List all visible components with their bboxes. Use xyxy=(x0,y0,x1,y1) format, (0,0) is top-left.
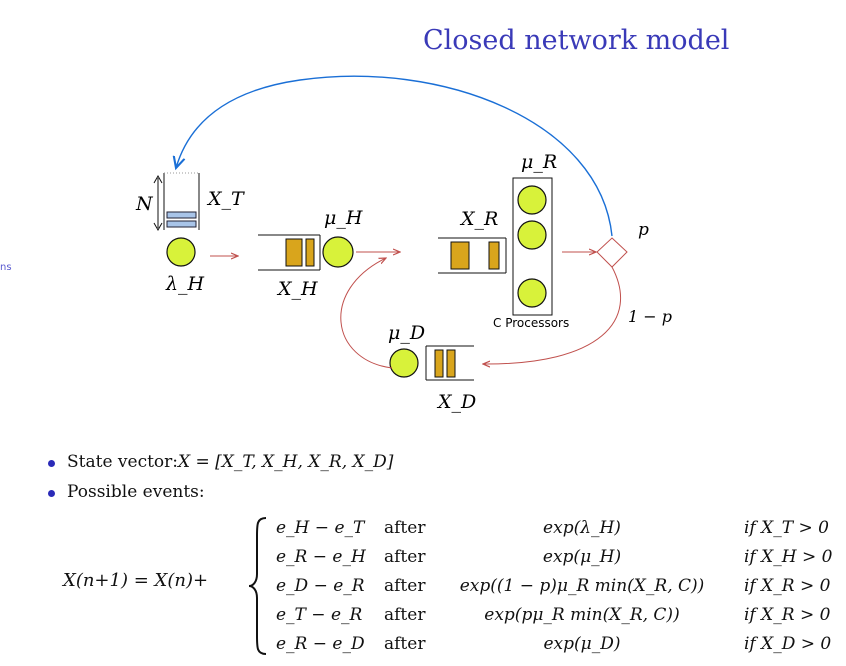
label-p: p xyxy=(638,220,649,240)
event-after: after xyxy=(384,634,426,654)
bullet-list: State vector: X = [X_T, X_H, X_R, X_D] P… xyxy=(48,447,393,507)
terminal-server xyxy=(166,237,196,267)
event-rate: exp(pμ_R min(X_R, C)) xyxy=(484,605,680,625)
d-job-2 xyxy=(446,349,456,378)
event-condition: if X_T > 0 xyxy=(744,518,829,538)
label-X-T: X_T xyxy=(206,188,245,210)
event-condition: if X_R > 0 xyxy=(744,576,831,596)
d-station xyxy=(389,345,474,381)
event-condition: if X_D > 0 xyxy=(744,634,832,654)
equation-lhs: X(n+1) = X(n)+ xyxy=(63,570,209,591)
r-server-3 xyxy=(517,278,547,308)
bullet-possible-events: Possible events: xyxy=(48,477,393,507)
arrow-d-to-h xyxy=(340,258,393,369)
event-rate: exp(μ_H) xyxy=(542,547,622,567)
label-one-minus-p: 1 − p xyxy=(628,307,672,326)
d-server xyxy=(389,348,419,378)
event-rate: exp((1 − p)μ_R min(X_R, C)) xyxy=(459,576,705,596)
event-after: after xyxy=(384,518,426,538)
event-transition: e_R − e_H xyxy=(276,547,366,567)
bullet-math: X = [X_T, X_H, X_R, X_D] xyxy=(178,452,394,472)
label-c-processors: C Processors xyxy=(493,316,569,330)
event-transition: e_D − e_R xyxy=(276,576,365,596)
event-transition: e_H − e_T xyxy=(276,518,365,538)
h-station xyxy=(258,234,354,271)
label-mu-R: μ_R xyxy=(521,151,557,173)
bullet-dot xyxy=(48,459,55,467)
left-brace xyxy=(248,517,267,655)
side-tag: ns xyxy=(0,262,12,273)
feedback-arrow xyxy=(176,75,613,237)
event-rate: exp(μ_D) xyxy=(543,634,621,654)
event-transition: e_R − e_D xyxy=(276,634,365,654)
label-X-D: X_D xyxy=(436,391,476,413)
r-processor-box xyxy=(512,177,553,316)
event-after: after xyxy=(384,547,426,567)
label-N: N xyxy=(135,193,154,215)
r-job-1 xyxy=(450,241,470,270)
event-condition: if X_H > 0 xyxy=(744,547,833,567)
label-mu-H: μ_H xyxy=(324,207,363,229)
bullet-dot xyxy=(48,489,55,497)
d-job-1 xyxy=(434,349,444,378)
event-transition: e_T − e_R xyxy=(276,605,363,625)
routing-diamond xyxy=(596,237,628,268)
h-job-2 xyxy=(305,238,315,267)
terminal-station xyxy=(153,172,200,267)
terminal-buffer-1 xyxy=(166,211,197,219)
event-after: after xyxy=(384,576,426,596)
event-after: after xyxy=(384,605,426,625)
h-job-1 xyxy=(285,238,303,267)
h-server xyxy=(322,236,354,268)
event-condition: if X_R > 0 xyxy=(744,605,831,625)
r-job-2 xyxy=(488,241,500,270)
label-mu-D: μ_D xyxy=(388,322,425,344)
r-server-2 xyxy=(517,220,547,250)
network-diagram: N X_T λ_H μ_H X_H X_R μ_R C Processors p… xyxy=(135,75,672,413)
label-X-R: X_R xyxy=(459,208,498,230)
arrow-router-to-d xyxy=(483,266,622,364)
bullet-lead: Possible events: xyxy=(67,482,205,502)
bullet-lead: State vector: xyxy=(67,452,179,472)
r-station xyxy=(438,177,553,316)
r-server-1 xyxy=(517,185,547,215)
label-X-H: X_H xyxy=(276,278,318,300)
bullet-state-vector: State vector: X = [X_T, X_H, X_R, X_D] xyxy=(48,447,393,477)
terminal-buffer-2 xyxy=(166,220,197,228)
event-rate: exp(λ_H) xyxy=(543,518,621,538)
label-lambda-H: λ_H xyxy=(165,273,205,295)
slide-title: Closed network model xyxy=(423,25,730,56)
